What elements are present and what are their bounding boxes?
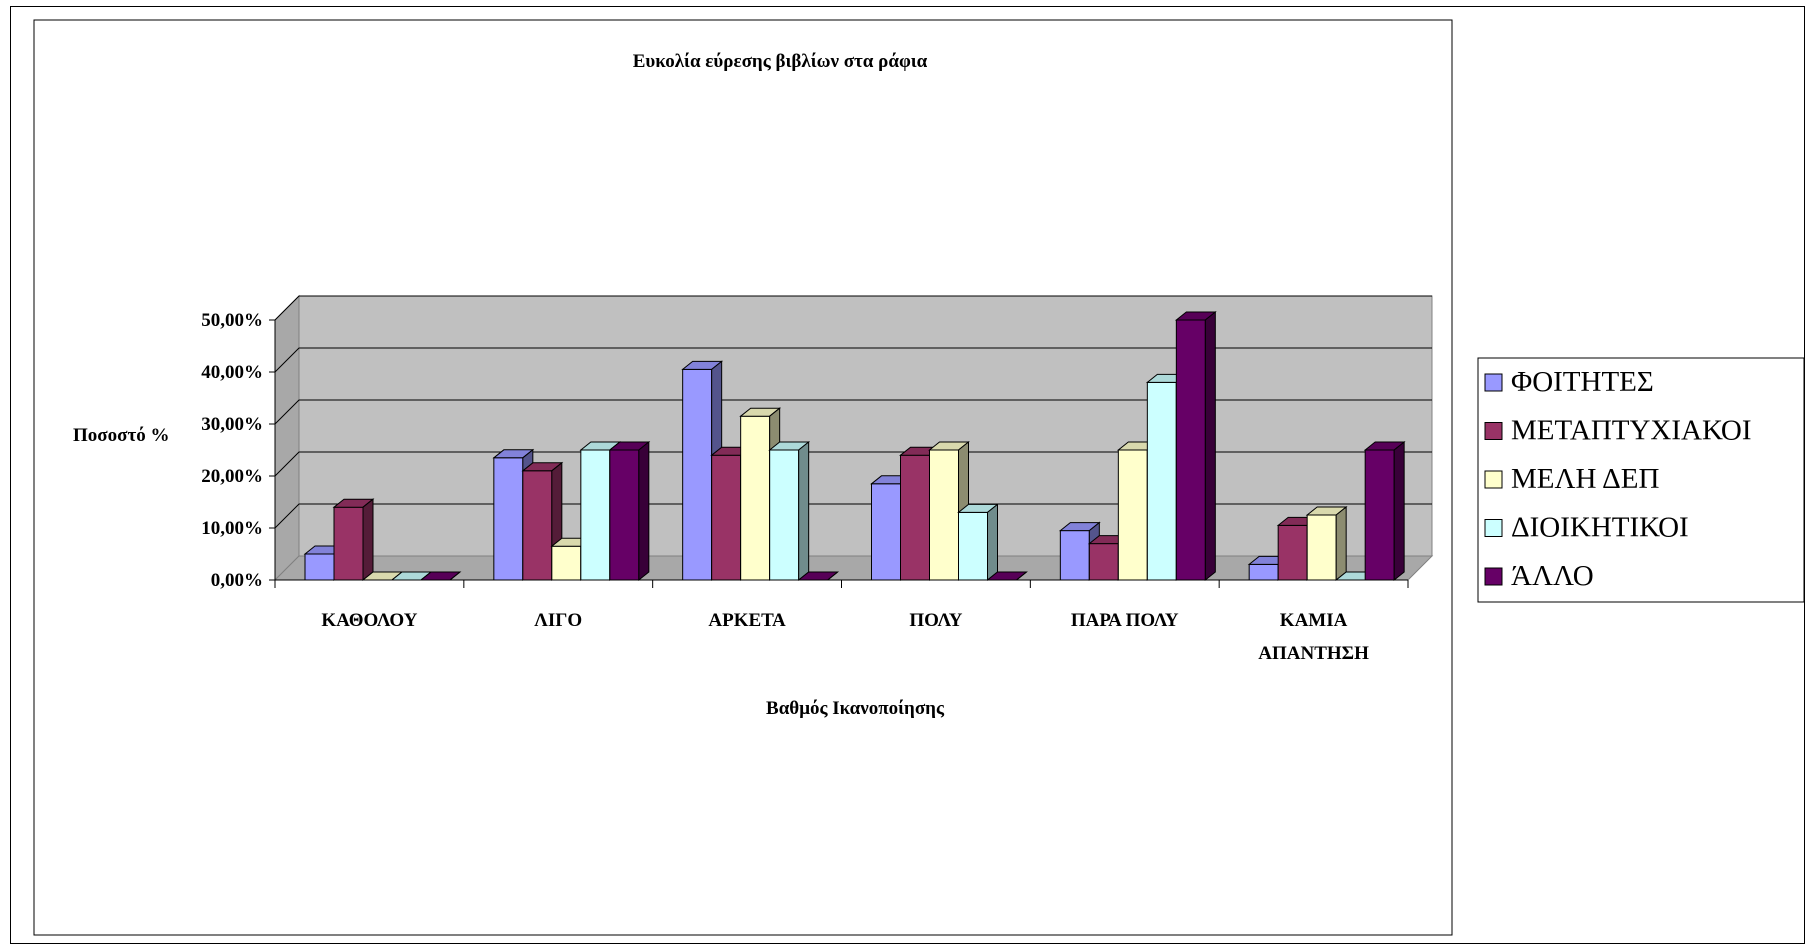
x-tick-label: ΚΑΜΙΑ — [1280, 610, 1348, 631]
bar-side — [1393, 440, 1405, 582]
bar-front — [1364, 449, 1395, 581]
gridline — [274, 295, 1432, 321]
y-axis-label: Ποσοστό % — [73, 425, 169, 446]
legend-swatch — [1484, 567, 1503, 586]
legend-label: ΦΟΙΤΗΤΕΣ — [1511, 366, 1654, 398]
bar-front — [1175, 319, 1206, 581]
legend-box — [1477, 357, 1805, 603]
legend-label: ΜΕΛΗ ΔΕΠ — [1511, 463, 1659, 495]
y-tick-label: 20,00% — [201, 466, 263, 487]
x-tick-label: ΠΟΛΥ — [909, 610, 962, 631]
bar-5-4 — [1363, 440, 1406, 582]
bar-front — [1277, 524, 1308, 581]
bar-front — [958, 511, 988, 581]
bar-side — [987, 503, 998, 582]
y-tick-label: 10,00% — [201, 518, 263, 539]
legend-label: ΜΕΤΑΠΤΥΧΙΑΚΟΙ — [1511, 415, 1752, 447]
back-wall — [298, 295, 1433, 557]
bar-2-4 — [797, 571, 840, 581]
legend: ΦΟΙΤΗΤΕΣ ΜΕΤΑΠΤΥΧΙΑΚΟΙ ΜΕΛΗ ΔΕΠ ΔΙΟΙΚΗΤΙΚΟΙ… — [1477, 357, 1805, 603]
bar-side — [449, 571, 461, 581]
bar-front — [682, 368, 713, 581]
bar-front — [900, 454, 930, 581]
bar-front — [711, 454, 742, 581]
gridline — [274, 503, 1432, 529]
legend-label: ΆΛΛΟ — [1511, 560, 1594, 592]
x-tick-label: ΚΑΘΟΛΟΥ — [321, 610, 417, 631]
bar-front — [1306, 514, 1337, 581]
bar-front — [1059, 530, 1090, 581]
gridline — [274, 451, 1432, 477]
legend-label: ΔΙΟΙΚΗΤΙΚΟΙ — [1511, 512, 1689, 544]
y-tick-label: 50,00% — [201, 310, 263, 331]
bar-front — [1117, 449, 1148, 581]
bar-side — [827, 571, 838, 581]
y-tick-label: 0,00% — [211, 570, 263, 591]
bar-5-2 — [1305, 505, 1348, 582]
legend-swatch — [1484, 422, 1503, 440]
x-tick-label: ΑΠΑΝΤΗΣΗ — [1258, 643, 1369, 664]
bar-side — [1335, 505, 1347, 582]
bar-front — [929, 449, 959, 581]
x-tick-label: ΠΑΡΑ ΠΟΛΥ — [1071, 610, 1179, 631]
bar-front — [493, 457, 524, 581]
bar-side — [1016, 571, 1027, 581]
y-tick-label: 30,00% — [201, 414, 263, 435]
bar-front — [609, 449, 640, 581]
x-tick-label: ΛΙΓΟ — [534, 610, 582, 631]
bar-side — [1204, 310, 1216, 582]
gridline — [274, 347, 1432, 373]
plot-area: 0,00% 10,00% 20,00% 30,00% 40,00% 50,00% ΚΑΘΟΛ… — [201, 294, 1434, 664]
x-tick-label: ΑΡΚΕΤΑ — [708, 610, 786, 631]
side-wall — [274, 294, 300, 582]
bar-3-3 — [957, 503, 999, 582]
gridline — [274, 399, 1432, 425]
bar-0-1 — [332, 498, 375, 582]
bar-front — [333, 506, 364, 581]
bar-side — [798, 440, 810, 582]
bar-1-4 — [608, 440, 651, 582]
bar-2-3 — [768, 440, 811, 582]
bar-3-4 — [986, 571, 1028, 581]
bar-side — [638, 440, 650, 582]
bar-front — [1088, 543, 1119, 581]
bar-front — [1146, 381, 1177, 581]
bar-front — [580, 449, 611, 581]
bar-side — [362, 498, 374, 582]
bar-front — [1248, 563, 1279, 581]
bar-front — [304, 553, 335, 581]
bar-front — [871, 483, 901, 581]
legend-swatch — [1484, 373, 1503, 392]
bar-front — [551, 545, 582, 581]
bar-4-4 — [1174, 310, 1217, 582]
bar-front — [522, 470, 553, 581]
bar-front — [769, 449, 800, 581]
x-axis-label: Βαθμός Ικανοποίησης — [766, 698, 945, 719]
bar-front — [740, 415, 771, 581]
legend-swatch — [1484, 519, 1503, 537]
y-tick-label: 40,00% — [201, 362, 263, 383]
chart-title: Ευκολία εύρεσης βιβλίων στα ράφια — [633, 51, 928, 72]
legend-swatch — [1484, 470, 1503, 489]
bar-0-4 — [419, 571, 462, 581]
